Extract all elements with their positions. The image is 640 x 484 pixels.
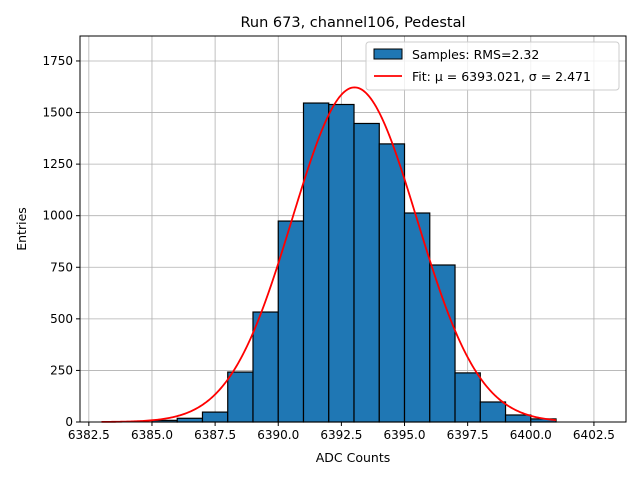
y-tick-label: 750 xyxy=(50,260,73,274)
x-tick-label: 6402.5 xyxy=(573,428,615,442)
x-tick-label: 6397.5 xyxy=(447,428,489,442)
y-tick-label: 1000 xyxy=(42,209,73,223)
histogram-bar xyxy=(378,143,406,423)
histogram-bar xyxy=(353,122,380,423)
histogram-bar xyxy=(227,371,254,423)
histogram-bar xyxy=(252,311,279,423)
x-tick-label: 6387.5 xyxy=(194,428,236,442)
histogram-bar xyxy=(201,411,229,423)
legend-label-samples: Samples: RMS=2.32 xyxy=(412,47,539,62)
y-tick-label: 250 xyxy=(50,363,73,377)
x-tick-label: 6382.5 xyxy=(68,428,110,442)
legend: Samples: RMS=2.32 Fit: μ = 6393.021, σ =… xyxy=(365,41,620,91)
y-tick-label: 500 xyxy=(50,312,73,326)
histogram-bar xyxy=(403,212,431,423)
histogram-bar xyxy=(302,102,330,423)
fit-curve xyxy=(101,86,557,423)
y-tick-label: 1750 xyxy=(42,54,73,68)
legend-box xyxy=(365,41,620,91)
x-tick-label: 6390.0 xyxy=(257,428,299,442)
histogram-bar xyxy=(454,372,481,423)
x-tick-label: 6400.0 xyxy=(510,428,552,442)
histogram-bar xyxy=(328,103,355,423)
x-tick-label: 6392.5 xyxy=(320,428,362,442)
x-tick-label: 6385.0 xyxy=(131,428,173,442)
legend-label-fit: Fit: μ = 6393.021, σ = 2.471 xyxy=(412,69,591,84)
legend-patch-samples xyxy=(373,48,403,60)
x-tick-label: 6395.0 xyxy=(384,428,426,442)
histogram-bar xyxy=(479,401,507,423)
histogram-bar xyxy=(429,264,456,423)
y-tick-label: 0 xyxy=(65,415,73,429)
y-tick-label: 1500 xyxy=(42,106,73,120)
y-axis-label: Entries xyxy=(14,207,29,251)
x-axis-label: ADC Counts xyxy=(316,450,391,465)
y-tick-label: 1250 xyxy=(42,157,73,171)
chart-title: Run 673, channel106, Pedestal xyxy=(240,15,465,31)
histogram-bar xyxy=(176,417,204,423)
plot-frame xyxy=(79,35,627,423)
histogram-bar xyxy=(504,414,532,423)
